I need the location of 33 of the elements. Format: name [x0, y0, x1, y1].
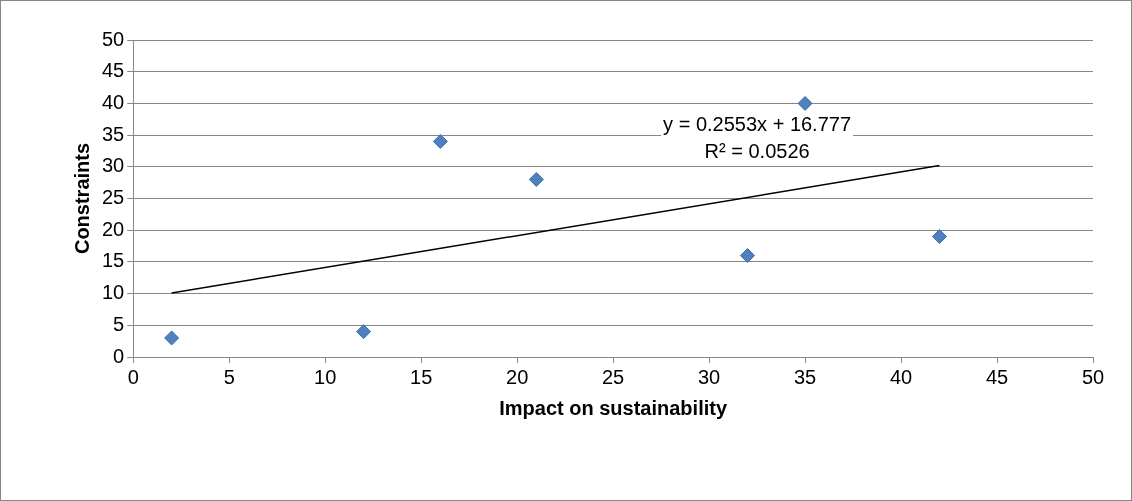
annotation: y = 0.2553x + 16.777 [663, 113, 852, 136]
x-tick-label: 15 [410, 365, 433, 388]
x-tick-label: 0 [127, 365, 139, 388]
point [528, 171, 544, 187]
x-tick-label: 40 [889, 365, 913, 388]
x-tick-label: 5 [223, 365, 235, 388]
point [931, 229, 947, 245]
y-axis-title: Constraints [70, 142, 93, 255]
y-tick-label: 35 [102, 122, 125, 145]
point [356, 324, 372, 340]
y-tick-label: 25 [102, 186, 125, 209]
y-tick-label: 30 [102, 154, 125, 177]
x-tick-label: 25 [602, 365, 625, 388]
y-tick-label: 15 [102, 249, 125, 272]
y-tick-label: 50 [102, 27, 125, 50]
point [797, 95, 813, 111]
point [739, 248, 755, 264]
y-tick-label: 45 [102, 59, 125, 82]
y-tick-label: 0 [113, 344, 125, 367]
x-tick-label: 10 [314, 365, 337, 388]
x-tick-label: 45 [985, 365, 1009, 388]
x-axis-title: Impact on sustainability [499, 396, 728, 419]
x-tick-label: 30 [697, 365, 721, 388]
point [164, 330, 180, 346]
point [432, 133, 448, 149]
y-tick-label: 20 [102, 217, 125, 240]
x-tick-label: 50 [1081, 365, 1105, 388]
annotation: R² = 0.0526 [704, 140, 810, 163]
x-tick-label: 35 [793, 365, 817, 388]
y-tick-label: 40 [102, 90, 125, 113]
y-tick-label: 10 [102, 281, 125, 304]
y-tick-label: 5 [113, 312, 125, 335]
x-tick-label: 20 [506, 365, 529, 388]
